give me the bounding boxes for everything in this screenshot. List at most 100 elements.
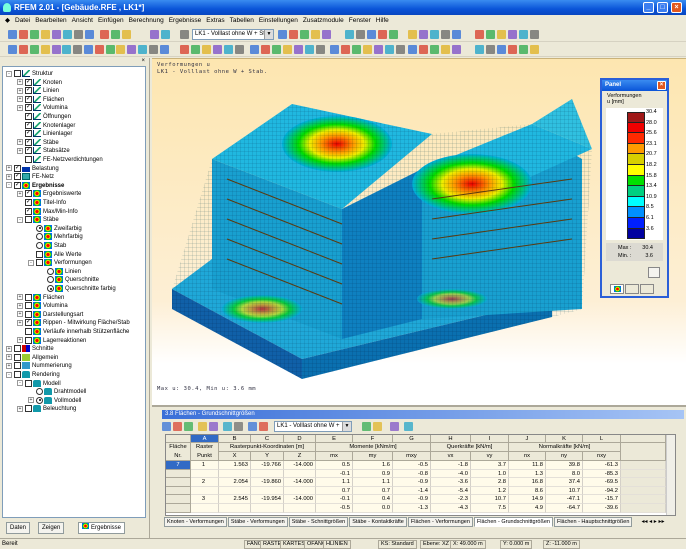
column-letter[interactable]: F (353, 435, 393, 443)
tree-item[interactable]: ✓ Öffnungen (17, 113, 71, 122)
checkbox[interactable]: ✓ (25, 104, 32, 112)
toolbar-button[interactable] (475, 30, 484, 39)
expand-icon[interactable]: + (17, 405, 23, 412)
table-cell[interactable]: 3.7 (471, 461, 509, 470)
table-cell[interactable]: -0.8 (393, 469, 431, 479)
toolbar-button[interactable] (283, 45, 292, 54)
tree-item[interactable]: + ✓ Flächen (17, 95, 64, 105)
toolbar-button[interactable] (73, 45, 82, 54)
tree-item[interactable]: - Rendering (6, 371, 60, 380)
table-toolbar-button[interactable] (248, 422, 257, 431)
checkbox[interactable]: ✓ (25, 95, 32, 103)
toolbar-button[interactable] (19, 30, 28, 39)
table-cell[interactable]: 0.5 (316, 461, 353, 470)
toolbar-button[interactable] (378, 30, 387, 39)
tree-item[interactable]: FE-Netzverdichtungen (17, 156, 103, 165)
collapse-icon[interactable]: - (6, 70, 12, 77)
toolbar-button[interactable] (311, 30, 320, 39)
table-cell[interactable]: -0.5 (316, 504, 353, 513)
toolbar-button[interactable] (363, 45, 372, 54)
tree-item[interactable]: ✓ Linienlager (17, 130, 72, 139)
sheet-tab[interactable]: Stäbe - Schnittgrößen (288, 517, 349, 527)
checkbox[interactable] (14, 345, 21, 353)
table-cell[interactable]: -39.6 (583, 504, 621, 513)
column-letter[interactable]: H (431, 435, 471, 443)
table-cell[interactable] (284, 469, 316, 479)
table-cell[interactable]: 3 (191, 495, 219, 504)
toolbar-button[interactable] (41, 30, 50, 39)
table-cell[interactable]: -94.2 (583, 486, 621, 496)
table-cell[interactable]: 2.545 (219, 495, 251, 504)
toolbar-button[interactable] (180, 45, 189, 54)
tree-item[interactable]: ✓ Knotenlager (17, 121, 75, 131)
table-cell[interactable]: 4.9 (509, 504, 546, 513)
expand-icon[interactable]: + (17, 302, 23, 309)
collapse-icon[interactable]: - (17, 216, 23, 223)
toolbar-button[interactable] (161, 30, 170, 39)
table-cell[interactable] (191, 486, 219, 496)
toolbar-button[interactable] (289, 30, 298, 39)
toolbar-button[interactable] (150, 30, 159, 39)
toolbar-button[interactable] (519, 45, 528, 54)
collapse-icon[interactable]: - (28, 259, 34, 266)
table-cell[interactable]: 37.4 (546, 478, 583, 487)
expand-icon[interactable]: + (6, 165, 12, 172)
tree-item[interactable]: Alle Werte (28, 250, 82, 260)
checkbox[interactable] (36, 250, 43, 258)
sheet-tab[interactable]: Flächen - Verformungen (407, 517, 473, 527)
toolbar-button[interactable] (160, 45, 169, 54)
toolbar-button[interactable] (30, 30, 39, 39)
expand-icon[interactable]: + (17, 311, 23, 318)
tree-item[interactable]: Querschnitte (39, 276, 99, 285)
collapse-icon[interactable]: - (6, 371, 12, 378)
expand-icon[interactable]: + (17, 319, 23, 326)
table-cell[interactable]: -1.3 (393, 504, 431, 513)
table-cell[interactable]: -64.7 (546, 504, 583, 513)
tree-item[interactable]: ✓ Titel-Info (17, 199, 66, 208)
checkbox[interactable]: ✓ (25, 130, 32, 138)
column-letter[interactable]: A (191, 435, 219, 443)
checkbox[interactable]: ✓ (25, 147, 32, 155)
menu-item[interactable]: Hilfe (375, 17, 389, 24)
column-letter[interactable]: E (316, 435, 353, 443)
table-cell[interactable]: 1.6 (353, 461, 393, 470)
toolbar-button[interactable] (408, 45, 417, 54)
menu-item[interactable]: Ergebnisse (168, 17, 202, 24)
table-toolbar-button[interactable] (362, 422, 371, 431)
table-toolbar-button[interactable] (223, 422, 232, 431)
toolbar-button[interactable] (19, 45, 28, 54)
table-cell[interactable]: -5.4 (431, 486, 471, 496)
table-cell[interactable] (191, 469, 219, 479)
toolbar-button[interactable] (497, 45, 506, 54)
toolbar-button[interactable] (530, 45, 539, 54)
column-letter[interactable]: C (251, 435, 284, 443)
checkbox[interactable]: ✓ (25, 190, 32, 198)
radio-button[interactable] (36, 388, 43, 396)
toolbar-button[interactable] (30, 45, 39, 54)
expand-icon[interactable]: + (6, 173, 12, 180)
tree-item[interactable]: + Allgemein (6, 353, 58, 363)
checkbox[interactable]: ✓ (14, 164, 21, 172)
table-cell[interactable]: -0.9 (393, 495, 431, 504)
table-cell[interactable]: -14.000 (284, 495, 316, 504)
toolbar-button[interactable] (356, 30, 365, 39)
sheet-tab[interactable]: Stäbe - Kontaktkräfte (349, 517, 407, 527)
table-cell[interactable] (251, 504, 284, 513)
collapse-icon[interactable]: - (17, 380, 23, 387)
checkbox[interactable] (25, 379, 32, 387)
table-toolbar-button[interactable] (198, 422, 207, 431)
menu-item[interactable]: Datei (15, 17, 31, 24)
column-letter[interactable]: D (284, 435, 316, 443)
table-cell[interactable] (219, 486, 251, 496)
table-toolbar-button[interactable] (173, 422, 182, 431)
table-cell[interactable]: 16.8 (509, 478, 546, 487)
toolbar-button[interactable] (367, 30, 376, 39)
table-cell[interactable]: 2.054 (219, 478, 251, 487)
toolbar-button[interactable] (85, 30, 94, 39)
tree-item[interactable]: Drahtmodell (28, 388, 86, 397)
table-cell[interactable]: -2.3 (431, 495, 471, 504)
radio-button[interactable] (36, 224, 43, 232)
navigator-close-icon[interactable]: × (141, 58, 145, 64)
table-cell[interactable]: -4.3 (431, 504, 471, 513)
toolbar-button[interactable] (62, 45, 71, 54)
